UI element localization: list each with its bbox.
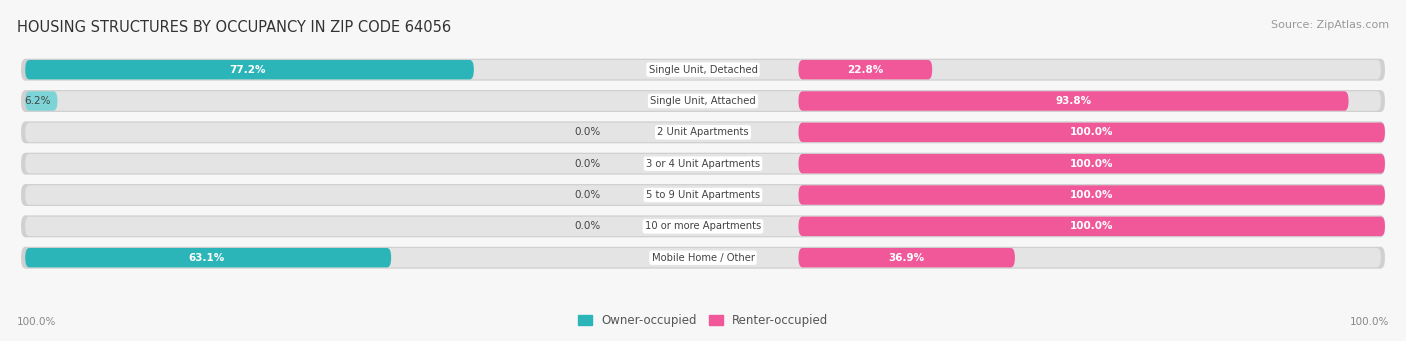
FancyBboxPatch shape [25, 91, 1381, 111]
Text: Mobile Home / Other: Mobile Home / Other [651, 253, 755, 263]
Text: 100.0%: 100.0% [17, 317, 56, 327]
Text: 10 or more Apartments: 10 or more Apartments [645, 221, 761, 231]
FancyBboxPatch shape [21, 90, 1385, 112]
Text: HOUSING STRUCTURES BY OCCUPANCY IN ZIP CODE 64056: HOUSING STRUCTURES BY OCCUPANCY IN ZIP C… [17, 20, 451, 35]
FancyBboxPatch shape [21, 216, 1385, 237]
FancyBboxPatch shape [25, 248, 391, 267]
FancyBboxPatch shape [799, 123, 1385, 142]
Text: 100.0%: 100.0% [1350, 317, 1389, 327]
Text: 5 to 9 Unit Apartments: 5 to 9 Unit Apartments [645, 190, 761, 200]
Text: 22.8%: 22.8% [848, 65, 883, 75]
Text: 93.8%: 93.8% [1056, 96, 1091, 106]
FancyBboxPatch shape [25, 154, 1381, 173]
FancyBboxPatch shape [25, 91, 58, 111]
FancyBboxPatch shape [25, 60, 474, 79]
FancyBboxPatch shape [25, 123, 1381, 142]
FancyBboxPatch shape [21, 121, 1385, 143]
FancyBboxPatch shape [25, 248, 1381, 267]
Legend: Owner-occupied, Renter-occupied: Owner-occupied, Renter-occupied [572, 309, 834, 332]
FancyBboxPatch shape [25, 185, 1381, 205]
Text: 3 or 4 Unit Apartments: 3 or 4 Unit Apartments [645, 159, 761, 169]
FancyBboxPatch shape [799, 91, 1348, 111]
Text: 100.0%: 100.0% [1070, 159, 1114, 169]
Text: 100.0%: 100.0% [1070, 190, 1114, 200]
Text: 100.0%: 100.0% [1070, 221, 1114, 231]
Text: Single Unit, Attached: Single Unit, Attached [650, 96, 756, 106]
FancyBboxPatch shape [21, 184, 1385, 206]
FancyBboxPatch shape [21, 153, 1385, 175]
Text: 0.0%: 0.0% [575, 190, 600, 200]
FancyBboxPatch shape [799, 60, 932, 79]
Text: 63.1%: 63.1% [188, 253, 224, 263]
Text: 77.2%: 77.2% [229, 65, 266, 75]
FancyBboxPatch shape [25, 60, 1381, 79]
Text: 100.0%: 100.0% [1070, 127, 1114, 137]
FancyBboxPatch shape [799, 217, 1385, 236]
Text: 2 Unit Apartments: 2 Unit Apartments [657, 127, 749, 137]
Text: Single Unit, Detached: Single Unit, Detached [648, 65, 758, 75]
FancyBboxPatch shape [21, 247, 1385, 269]
Text: 0.0%: 0.0% [575, 127, 600, 137]
Text: 0.0%: 0.0% [575, 221, 600, 231]
Text: 0.0%: 0.0% [575, 159, 600, 169]
Text: Source: ZipAtlas.com: Source: ZipAtlas.com [1271, 20, 1389, 30]
FancyBboxPatch shape [799, 154, 1385, 173]
FancyBboxPatch shape [21, 59, 1385, 80]
Text: 6.2%: 6.2% [24, 96, 51, 106]
FancyBboxPatch shape [25, 217, 1381, 236]
Text: 36.9%: 36.9% [889, 253, 925, 263]
FancyBboxPatch shape [799, 248, 1015, 267]
FancyBboxPatch shape [799, 185, 1385, 205]
